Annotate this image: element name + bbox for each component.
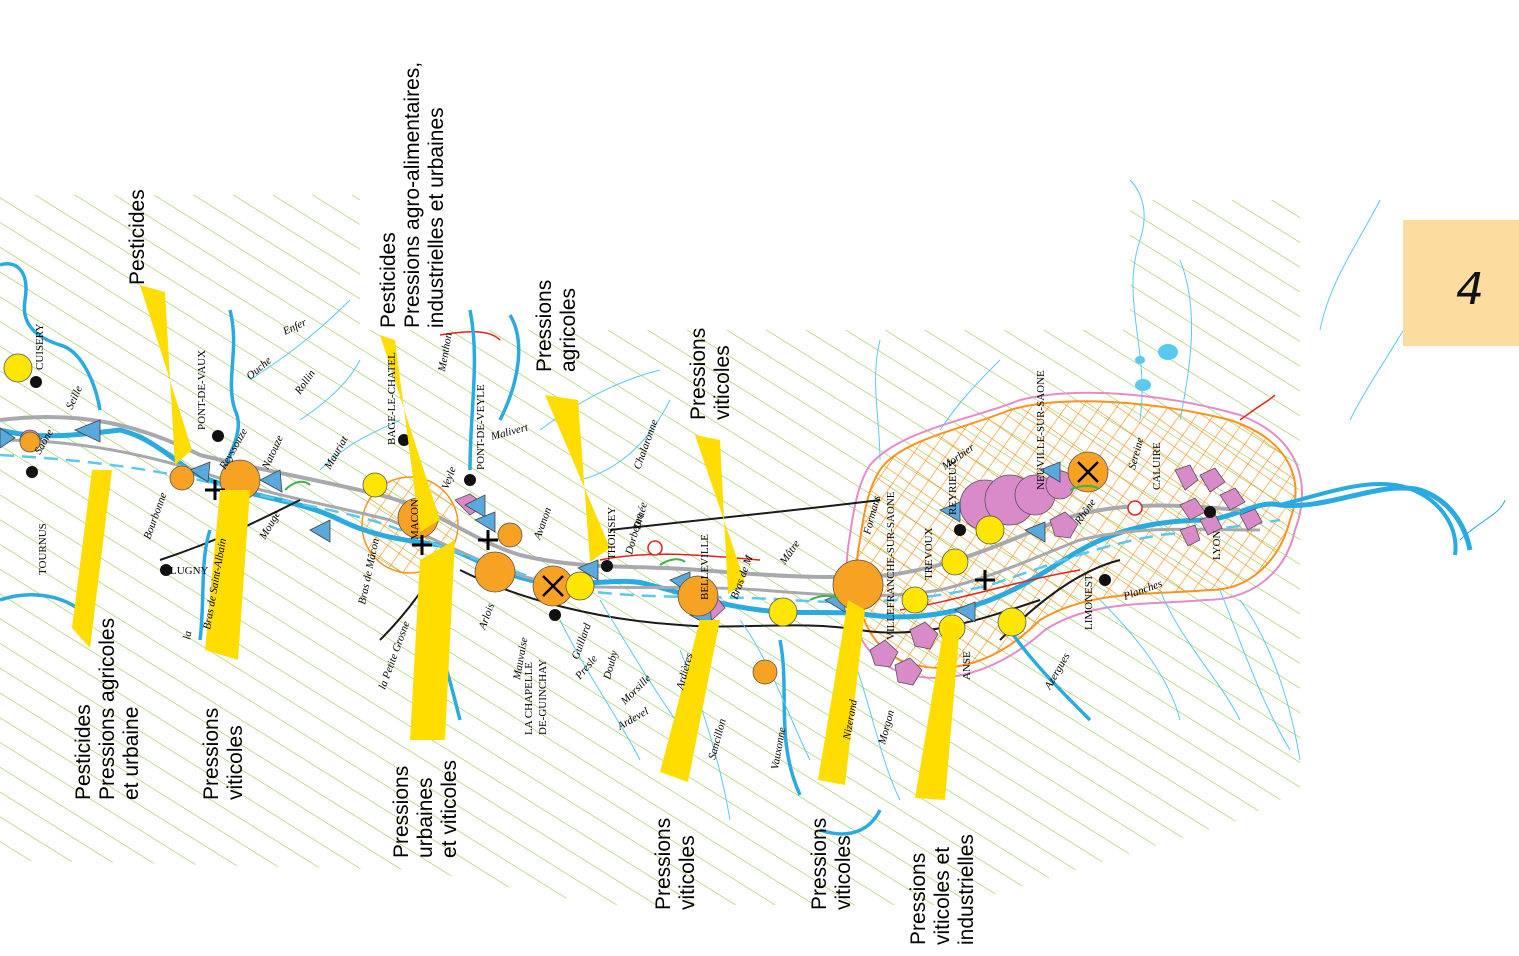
annotation-a3: Pressions viticoles xyxy=(200,708,247,800)
annotation-line: et urbaine xyxy=(120,707,143,800)
annotation-line: Pressions xyxy=(533,280,556,372)
town-reyrieux: REYRIEUX xyxy=(947,459,959,515)
town-dots xyxy=(26,376,1216,621)
annotation-a7: Pressions viticoles xyxy=(687,328,734,420)
annotation-line: agricoles xyxy=(557,288,580,372)
annotation-line: et viticoles xyxy=(438,760,461,858)
annotation-line: Pesticides xyxy=(72,704,95,800)
town-pont-de-vaux: PONT-DE-VAUX xyxy=(196,350,208,430)
red-circle-symbols xyxy=(647,500,1143,556)
lakes xyxy=(1135,344,1178,391)
town-villefranche: VILLEFRANCHE-SUR-SAONE xyxy=(885,491,897,640)
town-de-guinchay: DE-GUINCHAY xyxy=(537,659,549,735)
annotation-line: urbaines xyxy=(414,777,437,858)
annotation-line: viticoles et xyxy=(931,847,954,945)
annotation-line: viticoles xyxy=(711,345,734,420)
town-tournus: TOURNUS xyxy=(37,523,49,575)
town-caluire: CALUIRE xyxy=(1151,442,1163,490)
annotation-a5: Pressions urbaines et viticoles xyxy=(390,760,461,858)
annotation-a6: Pressions agricoles xyxy=(533,280,580,372)
annotation-a10: Pressions viticoles et industrielles xyxy=(907,834,978,945)
town-macon: MACON xyxy=(409,499,421,540)
town-lugny: LUGNY xyxy=(170,565,209,577)
annotation-line: viticoles xyxy=(676,835,699,910)
annotation-line: Pressions xyxy=(907,853,930,945)
town-la-chapelle: LA CHAPELLE xyxy=(523,662,535,735)
rhone-river xyxy=(1279,482,1458,556)
annotation-line: Pressions xyxy=(390,766,413,858)
pink-circles xyxy=(19,429,1075,531)
small-streams xyxy=(249,179,1421,821)
annotation-a1: Pesticides Pressions agricoles et urbain… xyxy=(72,618,143,800)
annotation-line: Pressions xyxy=(687,328,710,420)
green-arrows xyxy=(284,480,1099,601)
annotation-line: Pesticides xyxy=(126,189,149,285)
pink-markers xyxy=(454,464,1263,686)
town-cuisery: CUISERY xyxy=(34,323,46,370)
annotation-line: industrielles xyxy=(955,834,978,945)
town-neuville: NEUVILLE-SUR-SAONE xyxy=(1035,370,1047,490)
town-bage: BAGE-LE-CHATEL xyxy=(386,352,398,445)
yellow-arrows xyxy=(72,285,960,800)
rhone-tributary xyxy=(1459,499,1506,541)
annotation-line: viticoles xyxy=(224,725,247,800)
annotation-a8: Pressions viticoles xyxy=(652,818,699,910)
town-thoissey: THOISSEY xyxy=(606,507,618,560)
annotation-line: Pressions agro-alimentaires, xyxy=(401,62,424,328)
annotation-a4: Pesticides Pressions agro-alimentaires, … xyxy=(377,62,448,328)
town-limonest: LIMONEST xyxy=(1083,574,1095,630)
annotation-line: Pressions xyxy=(652,818,675,910)
annotation-line: viticoles xyxy=(832,835,855,910)
annotation-line: Pressions xyxy=(808,818,831,910)
town-lyon: LYON xyxy=(1211,530,1223,560)
town-pont-de-veyle: PONT-DE-VEYLE xyxy=(475,384,487,470)
town-belleville: BELLEVILLE xyxy=(699,534,711,600)
annotation-a9: Pressions viticoles xyxy=(808,818,855,910)
annotation-line: Pesticides xyxy=(377,232,400,328)
river-la: la xyxy=(181,630,194,641)
annotation-line: industrielles et urbaines xyxy=(425,107,448,328)
page-number: 4 xyxy=(1456,264,1484,315)
town-trevoux: TREVOUX xyxy=(923,527,935,580)
town-anse: ANSE xyxy=(961,651,973,680)
annotation-line: Pressions xyxy=(200,708,223,800)
cross-markers xyxy=(542,461,1099,597)
road-red xyxy=(439,330,1276,611)
annotation-a2: Pesticides xyxy=(126,189,149,285)
annotation-line: Pressions agricoles xyxy=(96,618,119,800)
page-tab xyxy=(1403,220,1519,346)
